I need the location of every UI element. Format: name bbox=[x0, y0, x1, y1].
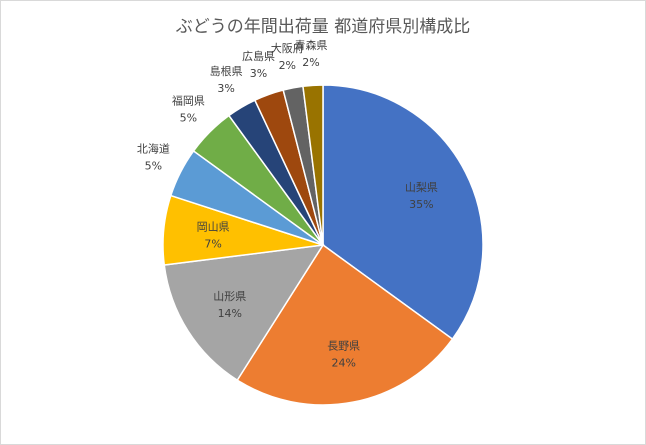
pie-slice[interactable] bbox=[163, 244, 325, 382]
pie-labels: 山梨県 35% 長野県 24% 山形県 14% 岡山県 7% 北海道 5%福岡県 5%島根県 3%広島… bbox=[137, 38, 438, 369]
slice-label-outside: 北海道 5% bbox=[137, 142, 170, 173]
pie-slice[interactable] bbox=[302, 84, 324, 246]
slice-label-outside: 広島県 3% bbox=[242, 49, 275, 80]
slice-label-outside: 大阪府 2% bbox=[271, 41, 304, 72]
slice-label-outside: 島根県 3% bbox=[210, 64, 243, 95]
slice-label: 山梨県 35% bbox=[405, 180, 438, 211]
slice-label: 長野県 24% bbox=[327, 339, 360, 369]
slice-label: 岡山県 7% bbox=[197, 221, 230, 251]
pie-slice[interactable] bbox=[322, 84, 484, 341]
slice-label-outside: 福岡県 5% bbox=[172, 93, 205, 124]
pie-slice[interactable] bbox=[236, 243, 454, 406]
slice-label: 山形県 14% bbox=[213, 290, 246, 320]
pie-slices bbox=[162, 84, 484, 406]
chart-title: ぶどうの年間出荷量 都道府県別構成比 bbox=[176, 17, 470, 37]
slice-label-outside: 青森県 2% bbox=[295, 38, 328, 69]
